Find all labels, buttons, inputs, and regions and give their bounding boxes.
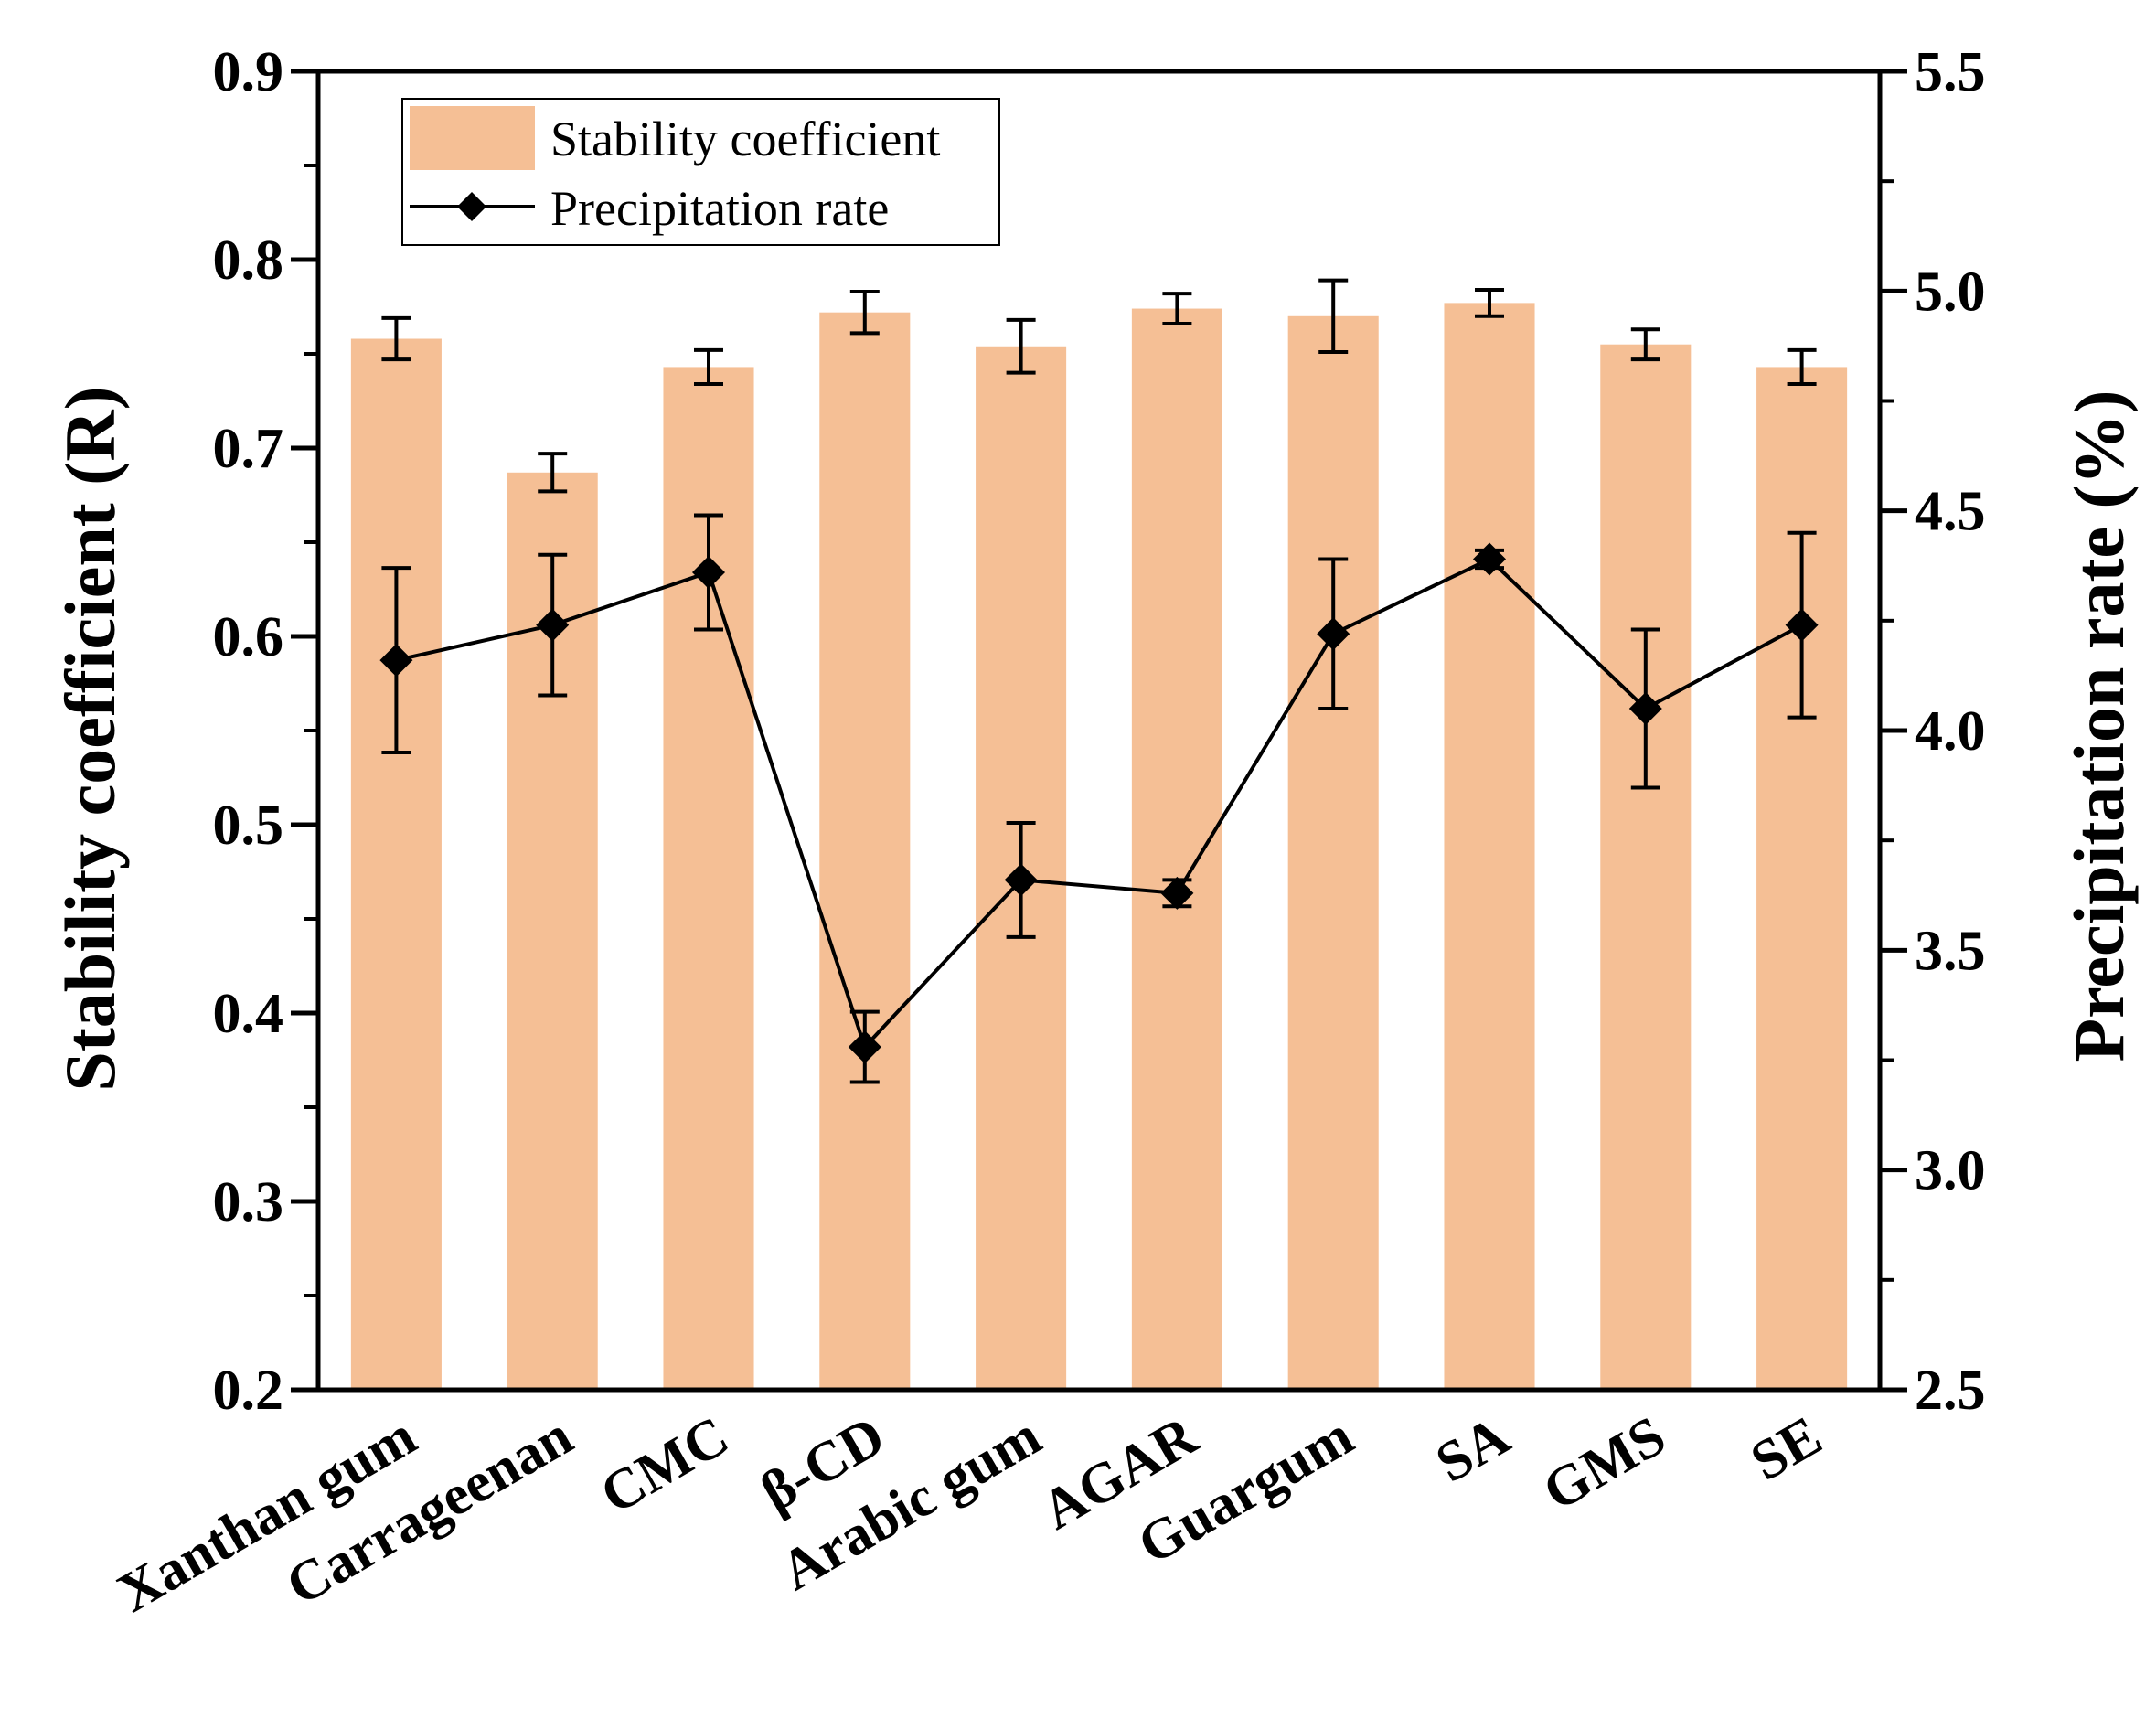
y-tick-label: 0.5 (213, 795, 284, 857)
y-tick-label: 0.7 (213, 418, 284, 480)
diamond-marker (692, 555, 725, 589)
diamond-marker (1473, 542, 1506, 576)
diamond-marker (379, 644, 413, 678)
bar-errorbars-layer (381, 278, 1817, 494)
x-tick-label: CMC (591, 1404, 739, 1526)
bar (1131, 308, 1222, 1390)
y2-tick-label: 3.5 (1915, 920, 1986, 982)
diamond-marker (1785, 608, 1819, 642)
x-tick-label: SA (1425, 1404, 1520, 1495)
legend: Stability coefficient Precipitation rate (401, 98, 1000, 246)
legend-label-precipitation: Precipitation rate (550, 181, 889, 236)
y2-tick-label: 4.0 (1915, 700, 1986, 763)
diamond-marker (1628, 691, 1662, 725)
y2-tick-label: 5.0 (1915, 261, 1986, 323)
x-tick-label: SE (1741, 1404, 1832, 1493)
y-tick-label: 0.6 (213, 606, 284, 668)
legend-diamond-marker (457, 192, 486, 221)
y-tick-label: 0.2 (213, 1360, 284, 1422)
precipitation-line (395, 557, 1803, 1051)
x-tick-label: GMS (1532, 1404, 1675, 1523)
bar (819, 312, 911, 1391)
diamond-marker (1160, 876, 1194, 910)
diamond-marker (1004, 863, 1038, 897)
bar (1444, 303, 1535, 1390)
legend-box (401, 98, 1000, 246)
y-axis-title: Stability coefficient (R) (50, 386, 130, 1091)
bar (350, 338, 442, 1390)
legend-label-stability: Stability coefficient (550, 112, 940, 166)
line-layer (379, 513, 1819, 1084)
diamond-marker (848, 1030, 881, 1064)
y-tick-label: 0.9 (213, 41, 284, 103)
bar (1600, 344, 1692, 1391)
y-tick-label: 0.4 (213, 983, 284, 1045)
diamond-marker (1317, 617, 1350, 651)
y2-tick-label: 2.5 (1915, 1360, 1986, 1422)
y2-tick-label: 3.0 (1915, 1140, 1986, 1202)
y2-tick-label: 5.5 (1915, 41, 1986, 103)
diamond-marker (536, 608, 570, 642)
y2-axis-title: Precipitation rate (%) (2059, 390, 2139, 1062)
y-tick-label: 0.8 (213, 229, 284, 292)
legend-bar-swatch (410, 106, 535, 170)
y2-tick-label: 4.5 (1915, 481, 1986, 543)
bar (1287, 315, 1379, 1390)
bar (1756, 367, 1848, 1390)
bars-layer (350, 303, 1848, 1391)
y-tick-label: 0.3 (213, 1171, 284, 1233)
